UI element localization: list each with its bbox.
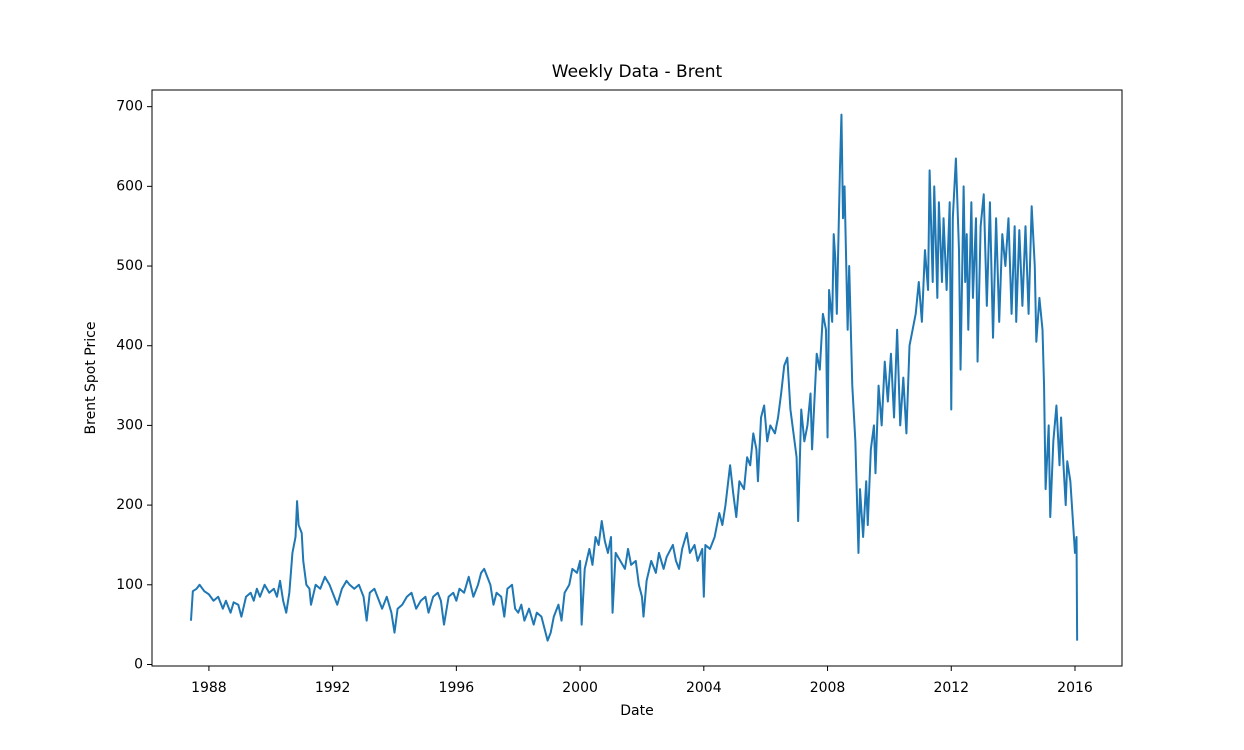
y-tick-label: 300 xyxy=(116,417,143,433)
data-line xyxy=(189,113,1079,642)
x-tick-label: 2004 xyxy=(686,680,722,696)
x-tick-label: 1992 xyxy=(315,680,351,696)
x-tick-label: 2016 xyxy=(1057,680,1093,696)
y-tick-label: 100 xyxy=(116,577,143,593)
x-tick-label: 1996 xyxy=(439,680,475,696)
y-tick-label: 400 xyxy=(116,338,143,354)
chart-title: Weekly Data - Brent xyxy=(552,62,723,82)
y-tick-label: 700 xyxy=(116,99,143,115)
x-tick-label: 2000 xyxy=(562,680,598,696)
x-axis-label: Date xyxy=(620,703,653,719)
y-tick-label: 200 xyxy=(116,497,143,513)
plot-frame xyxy=(151,89,1123,667)
x-tick-label: 2012 xyxy=(933,680,969,696)
y-tick-label: 600 xyxy=(116,178,143,194)
x-tick-label: 1988 xyxy=(191,680,227,696)
y-axis-label: Brent Spot Price xyxy=(83,322,99,435)
y-tick-label: 0 xyxy=(134,656,143,672)
x-tick-label: 2008 xyxy=(810,680,846,696)
y-tick-label: 500 xyxy=(116,258,143,274)
